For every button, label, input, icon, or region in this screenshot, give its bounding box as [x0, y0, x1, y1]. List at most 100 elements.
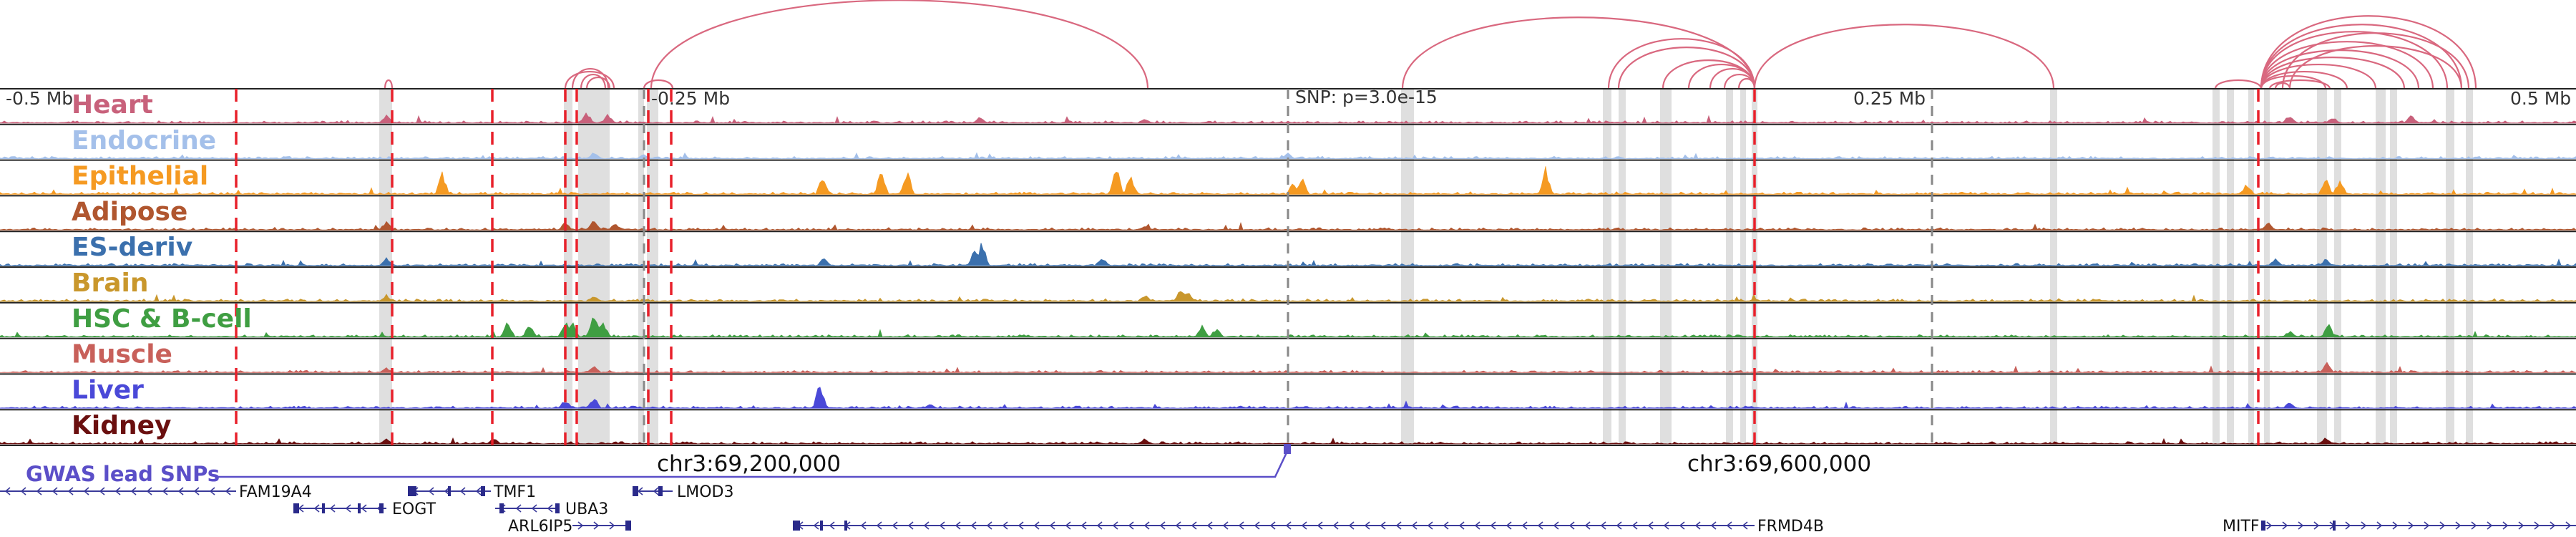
strand-arrow [459, 487, 466, 495]
strand-arrow [1458, 521, 1465, 530]
strand-arrow [1521, 521, 1528, 530]
exon [358, 503, 361, 513]
strand-arrow [361, 504, 367, 513]
strand-arrow [2392, 521, 2399, 530]
track-label: HSC & B-cell [72, 304, 252, 334]
strand-arrow [531, 504, 537, 513]
loop-arc [2260, 41, 2434, 90]
strand-arrow [1285, 521, 1292, 530]
strand-arrow [114, 487, 121, 495]
strand-arrow [1018, 521, 1024, 530]
signal-path [0, 166, 2576, 195]
strand-arrow [1647, 521, 1654, 530]
loop-arc [2260, 63, 2377, 90]
gene-label: FAM19A4 [239, 483, 312, 501]
gene-label: EOGT [392, 500, 436, 518]
track-labels: Heart Endocrine Epithelial Adipose ES-deriv B… [72, 90, 252, 440]
gene-mitf: MITF [2223, 518, 2576, 536]
strand-arrow [892, 521, 898, 530]
strand-arrow [1065, 521, 1071, 530]
gwas-snp-marker [1284, 444, 1291, 454]
strand-arrow [1395, 521, 1402, 530]
strand-arrow [2550, 521, 2556, 530]
strand-arrow [475, 487, 482, 495]
gene-label: MITF [2223, 518, 2260, 536]
exon [448, 486, 451, 496]
position-left: -0.5 Mb [6, 88, 73, 109]
strand-arrow [52, 487, 58, 495]
gene-arl6ip5: ARL6IP5 [508, 518, 630, 536]
loop-arc [580, 73, 607, 90]
strand-arrow [20, 487, 26, 495]
signal-path [0, 152, 2576, 160]
exon [555, 503, 560, 513]
loop-arc [384, 79, 394, 90]
snp-pvalue-label: SNP: p=3.0e-15 [1295, 87, 1438, 107]
strand-arrow [313, 504, 320, 513]
position-mid-left: -0.25 Mb [651, 88, 730, 109]
strand-arrow [1269, 521, 1276, 530]
gene-frmd4b: FRMD4B [793, 518, 1824, 536]
loop-arc [2260, 15, 2477, 90]
exon [633, 486, 638, 496]
loop-arc [1607, 38, 1756, 90]
strand-arrow [428, 487, 434, 495]
signal-path [0, 112, 2576, 124]
loop-arc [1401, 16, 1756, 90]
strand-arrow [1238, 521, 1244, 530]
track-kidney [0, 409, 2576, 445]
strand-arrow [2424, 521, 2430, 530]
strand-arrow [1206, 521, 1213, 530]
strand-arrow [2376, 521, 2383, 530]
track-label: Adipose [72, 197, 187, 226]
strand-arrow [1222, 521, 1229, 530]
loop-arc [2260, 31, 2449, 90]
gwas-lead-snps-label: GWAS lead SNPs [26, 462, 220, 486]
strand-arrow [36, 487, 42, 495]
gwas-track: GWAS lead SNPs [26, 444, 1291, 486]
loop-arc [650, 0, 1149, 90]
track-label: Endocrine [72, 126, 216, 155]
strand-arrow [1175, 521, 1181, 530]
strand-arrow [1631, 521, 1638, 530]
strand-arrow [1411, 521, 1418, 530]
strand-arrow [547, 504, 553, 513]
loop-arc [643, 79, 674, 90]
track-liver [0, 373, 2576, 409]
track-label: Brain [72, 268, 148, 298]
strand-arrow [1254, 521, 1260, 530]
strand-arrow [2313, 521, 2320, 530]
strand-arrow [1663, 521, 1669, 530]
chromatin-loop-arcs [384, 0, 2477, 90]
gene-label: ARL6IP5 [508, 518, 572, 536]
strand-arrow [1679, 521, 1685, 530]
exon [293, 503, 299, 513]
exon [408, 486, 416, 496]
strand-arrow [2439, 521, 2446, 530]
strand-arrow [2455, 521, 2462, 530]
loop-arc [2260, 49, 2420, 90]
position-mid-right: 0.25 Mb [1853, 88, 1926, 109]
strand-arrow [345, 504, 351, 513]
strand-arrow [2487, 521, 2493, 530]
loop-arc [2214, 79, 2263, 90]
strand-arrow [1301, 521, 1307, 530]
strand-arrow [4, 487, 11, 495]
exon [322, 503, 325, 513]
exon [844, 521, 847, 531]
coordinate-label-right: chr3:69,600,000 [1687, 451, 1871, 477]
strand-arrow [1427, 521, 1433, 530]
strand-arrow [2345, 521, 2351, 530]
strand-arrow [1096, 521, 1103, 530]
loop-arc [564, 70, 615, 90]
strand-arrow [876, 521, 882, 530]
strand-arrow [1443, 521, 1449, 530]
strand-arrow [1537, 521, 1543, 530]
strand-arrow [1080, 521, 1087, 530]
strand-arrow [2408, 521, 2414, 530]
gene-label: FRMD4B [1757, 518, 1824, 536]
strand-arrow [1159, 521, 1166, 530]
exon [2261, 521, 2265, 531]
exon [820, 521, 823, 531]
strand-arrow [829, 521, 835, 530]
